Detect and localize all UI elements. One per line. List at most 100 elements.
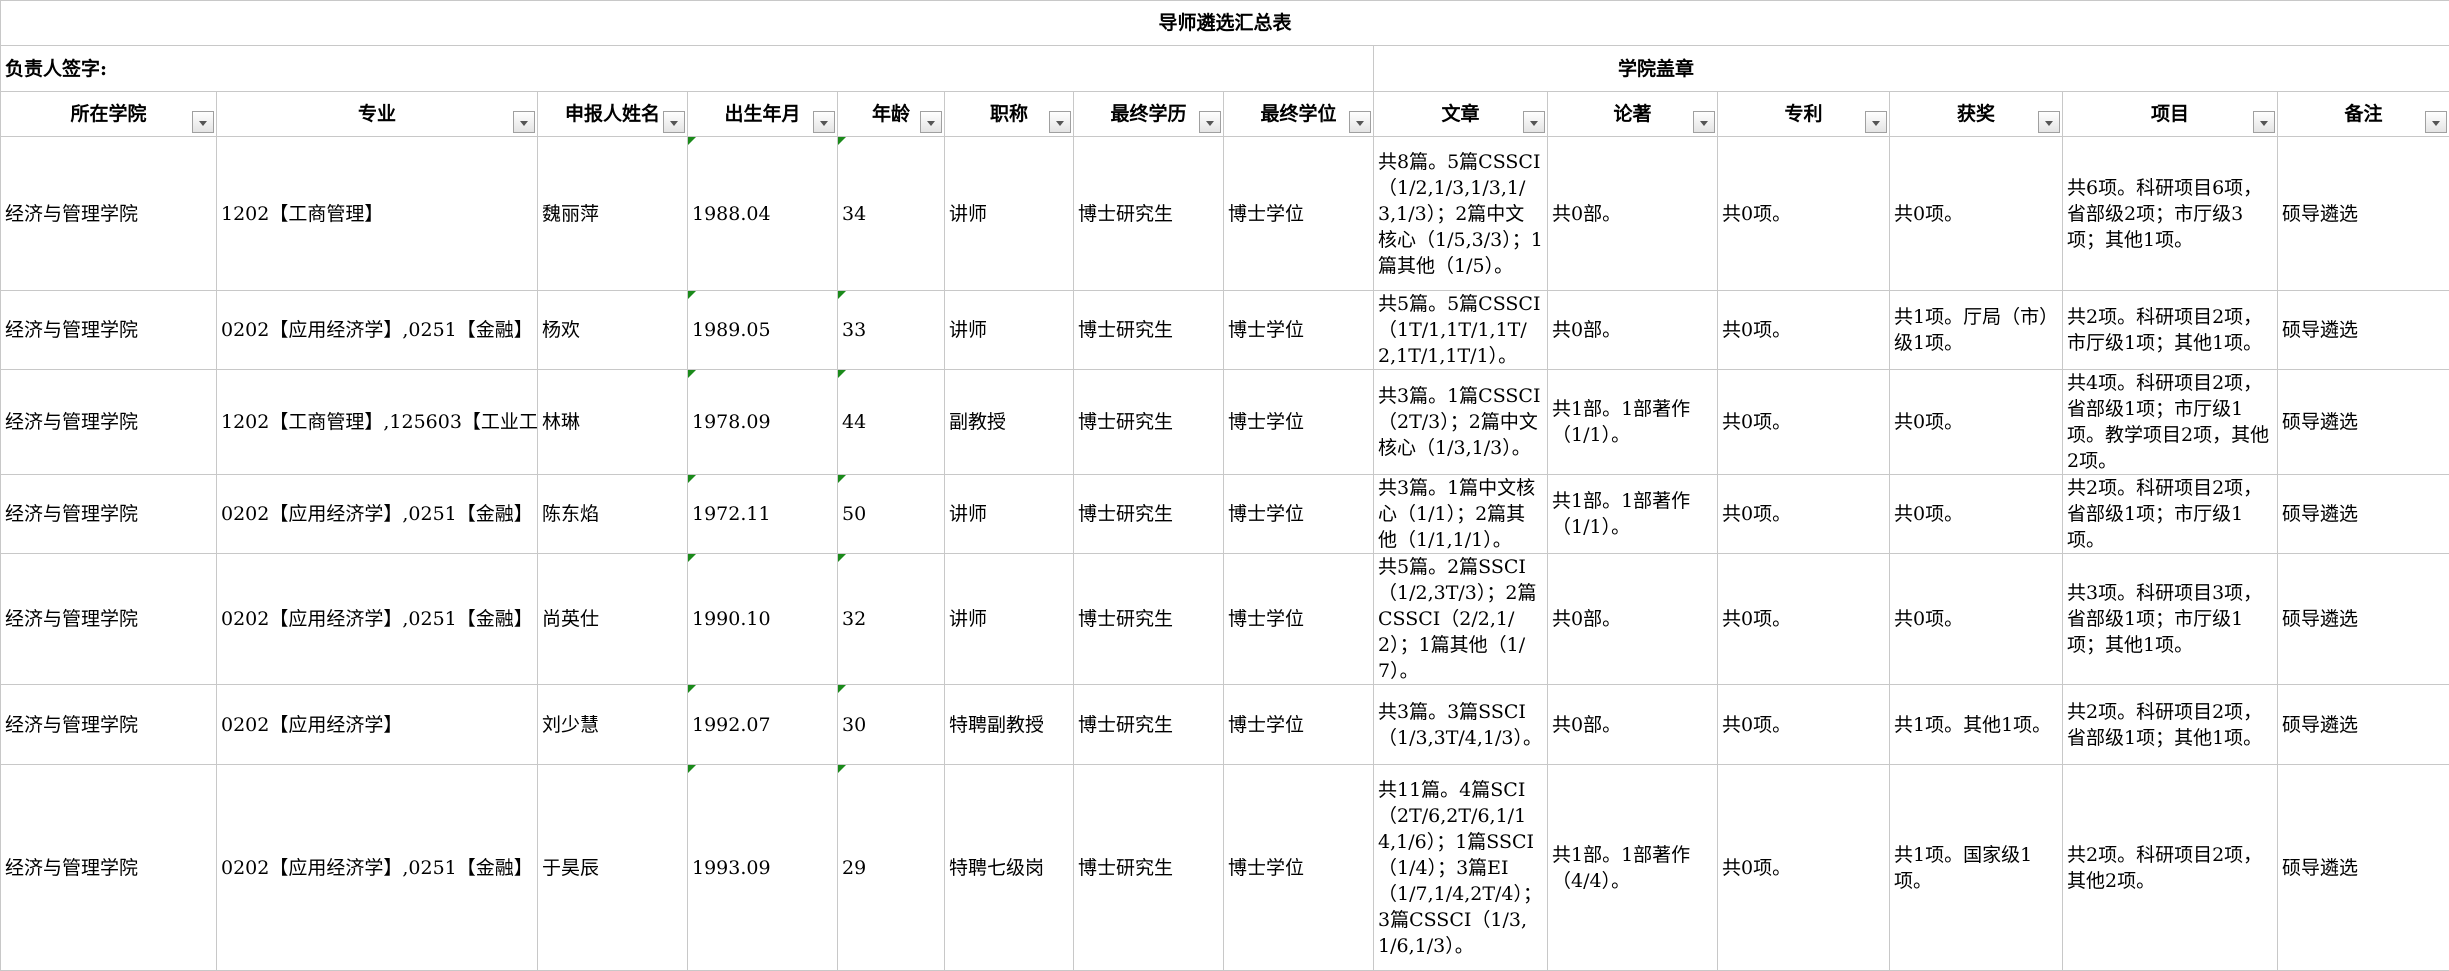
cell-3[interactable]: 1988.04: [688, 137, 838, 291]
cell-11[interactable]: 共1项。厅局（市）级1项。: [1890, 291, 2063, 370]
cell-2[interactable]: 刘少慧: [538, 685, 688, 765]
cell-2[interactable]: 于昊辰: [538, 765, 688, 971]
column-header[interactable]: 所在学院: [1, 92, 217, 137]
cell-11[interactable]: 共1项。国家级1项。: [1890, 765, 2063, 971]
cell-3[interactable]: 1989.05: [688, 291, 838, 370]
column-header[interactable]: 最终学历: [1074, 92, 1224, 137]
cell-0[interactable]: 经济与管理学院: [1, 554, 217, 685]
filter-dropdown-icon[interactable]: [513, 111, 535, 133]
cell-2[interactable]: 陈东焰: [538, 475, 688, 554]
sheet-title[interactable]: 导师遴选汇总表: [1, 1, 2449, 46]
seal-label[interactable]: 学院盖章: [1374, 46, 2449, 92]
cell-5[interactable]: 特聘副教授: [945, 685, 1074, 765]
cell-6[interactable]: 博士研究生: [1074, 765, 1224, 971]
cell-7[interactable]: 博士学位: [1224, 765, 1374, 971]
cell-0[interactable]: 经济与管理学院: [1, 137, 217, 291]
cell-12[interactable]: 共2项。科研项目2项，省部级1项；市厅级1项。: [2063, 475, 2278, 554]
column-header[interactable]: 申报人姓名: [538, 92, 688, 137]
cell-6[interactable]: 博士研究生: [1074, 475, 1224, 554]
filter-dropdown-icon[interactable]: [1049, 111, 1071, 133]
filter-dropdown-icon[interactable]: [2038, 111, 2060, 133]
cell-2[interactable]: 魏丽萍: [538, 137, 688, 291]
cell-11[interactable]: 共0项。: [1890, 370, 2063, 475]
cell-11[interactable]: 共0项。: [1890, 137, 2063, 291]
cell-4[interactable]: 34: [838, 137, 945, 291]
column-header[interactable]: 项目: [2063, 92, 2278, 137]
cell-0[interactable]: 经济与管理学院: [1, 765, 217, 971]
filter-dropdown-icon[interactable]: [920, 111, 942, 133]
cell-10[interactable]: 共0项。: [1718, 685, 1890, 765]
cell-7[interactable]: 博士学位: [1224, 291, 1374, 370]
cell-10[interactable]: 共0项。: [1718, 291, 1890, 370]
cell-4[interactable]: 32: [838, 554, 945, 685]
column-header[interactable]: 最终学位: [1224, 92, 1374, 137]
filter-dropdown-icon[interactable]: [1865, 111, 1887, 133]
cell-6[interactable]: 博士研究生: [1074, 554, 1224, 685]
cell-8[interactable]: 共3篇。1篇CSSCI（2T/3）；2篇中文核心（1/3,1/3）。: [1374, 370, 1548, 475]
cell-10[interactable]: 共0项。: [1718, 370, 1890, 475]
filter-dropdown-icon[interactable]: [2425, 111, 2447, 133]
cell-3[interactable]: 1993.09: [688, 765, 838, 971]
cell-9[interactable]: 共1部。1部著作（1/1）。: [1548, 370, 1718, 475]
cell-13[interactable]: 硕导遴选: [2278, 291, 2449, 370]
cell-13[interactable]: 硕导遴选: [2278, 475, 2449, 554]
cell-2[interactable]: 林琳: [538, 370, 688, 475]
column-header[interactable]: 专利: [1718, 92, 1890, 137]
cell-13[interactable]: 硕导遴选: [2278, 685, 2449, 765]
cell-8[interactable]: 共3篇。3篇SSCI（1/3,3T/4,1/3）。: [1374, 685, 1548, 765]
cell-12[interactable]: 共2项。科研项目2项，省部级1项；其他1项。: [2063, 685, 2278, 765]
filter-dropdown-icon[interactable]: [1693, 111, 1715, 133]
filter-dropdown-icon[interactable]: [813, 111, 835, 133]
column-header[interactable]: 备注: [2278, 92, 2449, 137]
cell-6[interactable]: 博士研究生: [1074, 685, 1224, 765]
cell-8[interactable]: 共3篇。1篇中文核心（1/1）；2篇其他（1/1,1/1）。: [1374, 475, 1548, 554]
cell-12[interactable]: 共4项。科研项目2项，省部级1项；市厅级1项。教学项目2项，其他2项。: [2063, 370, 2278, 475]
cell-6[interactable]: 博士研究生: [1074, 137, 1224, 291]
cell-12[interactable]: 共3项。科研项目3项，省部级1项；市厅级1项；其他1项。: [2063, 554, 2278, 685]
filter-dropdown-icon[interactable]: [1349, 111, 1371, 133]
cell-3[interactable]: 1992.07: [688, 685, 838, 765]
cell-0[interactable]: 经济与管理学院: [1, 291, 217, 370]
cell-5[interactable]: 讲师: [945, 137, 1074, 291]
filter-dropdown-icon[interactable]: [1523, 111, 1545, 133]
cell-4[interactable]: 29: [838, 765, 945, 971]
cell-5[interactable]: 讲师: [945, 554, 1074, 685]
column-header[interactable]: 专业: [217, 92, 538, 137]
column-header[interactable]: 职称: [945, 92, 1074, 137]
cell-13[interactable]: 硕导遴选: [2278, 554, 2449, 685]
cell-8[interactable]: 共5篇。5篇CSSCI（1T/1,1T/1,1T/2,1T/1,1T/1）。: [1374, 291, 1548, 370]
column-header[interactable]: 获奖: [1890, 92, 2063, 137]
cell-7[interactable]: 博士学位: [1224, 370, 1374, 475]
cell-2[interactable]: 尚英仕: [538, 554, 688, 685]
cell-7[interactable]: 博士学位: [1224, 685, 1374, 765]
cell-8[interactable]: 共8篇。5篇CSSCI（1/2,1/3,1/3,1/3,1/3）；2篇中文核心（…: [1374, 137, 1548, 291]
column-header[interactable]: 出生年月: [688, 92, 838, 137]
filter-dropdown-icon[interactable]: [1199, 111, 1221, 133]
cell-2[interactable]: 杨欢: [538, 291, 688, 370]
column-header[interactable]: 年龄: [838, 92, 945, 137]
cell-13[interactable]: 硕导遴选: [2278, 137, 2449, 291]
cell-9[interactable]: 共0部。: [1548, 137, 1718, 291]
cell-7[interactable]: 博士学位: [1224, 137, 1374, 291]
cell-5[interactable]: 讲师: [945, 475, 1074, 554]
cell-1[interactable]: 1202【工商管理】,125603【工业工程: [217, 370, 538, 475]
cell-9[interactable]: 共1部。1部著作（4/4）。: [1548, 765, 1718, 971]
cell-6[interactable]: 博士研究生: [1074, 291, 1224, 370]
cell-1[interactable]: 0202【应用经济学】,0251【金融】: [217, 291, 538, 370]
filter-dropdown-icon[interactable]: [192, 111, 214, 133]
cell-7[interactable]: 博士学位: [1224, 554, 1374, 685]
cell-4[interactable]: 30: [838, 685, 945, 765]
cell-3[interactable]: 1990.10: [688, 554, 838, 685]
signature-label[interactable]: 负责人签字:: [1, 46, 1374, 92]
cell-9[interactable]: 共0部。: [1548, 554, 1718, 685]
cell-11[interactable]: 共1项。其他1项。: [1890, 685, 2063, 765]
cell-5[interactable]: 特聘七级岗: [945, 765, 1074, 971]
column-header[interactable]: 论著: [1548, 92, 1718, 137]
cell-1[interactable]: 0202【应用经济学】: [217, 685, 538, 765]
cell-11[interactable]: 共0项。: [1890, 475, 2063, 554]
cell-1[interactable]: 0202【应用经济学】,0251【金融】: [217, 475, 538, 554]
cell-12[interactable]: 共6项。科研项目6项，省部级2项；市厅级3项；其他1项。: [2063, 137, 2278, 291]
cell-13[interactable]: 硕导遴选: [2278, 765, 2449, 971]
cell-6[interactable]: 博士研究生: [1074, 370, 1224, 475]
cell-1[interactable]: 1202【工商管理】: [217, 137, 538, 291]
